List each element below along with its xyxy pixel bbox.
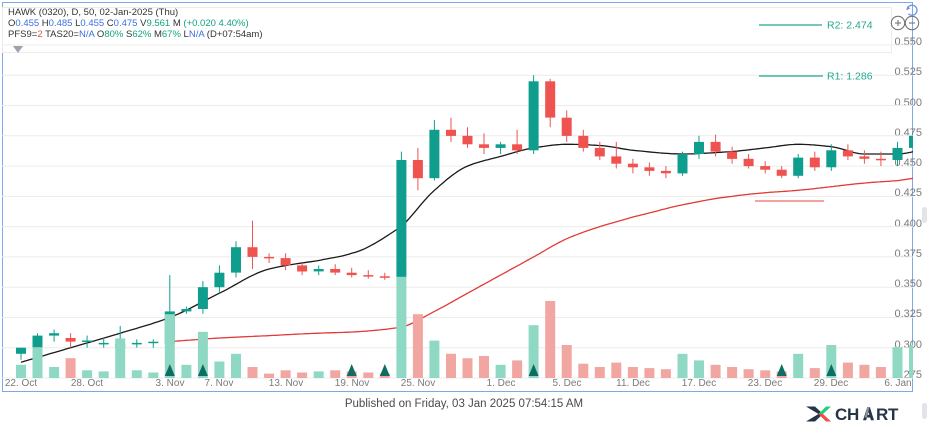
svg-text:CH: CH: [835, 405, 859, 423]
svg-text:R2: 2.474: R2: 2.474: [827, 20, 873, 32]
svg-text:RT: RT: [876, 405, 899, 423]
svg-text:R1: 1.286: R1: 1.286: [827, 71, 873, 83]
